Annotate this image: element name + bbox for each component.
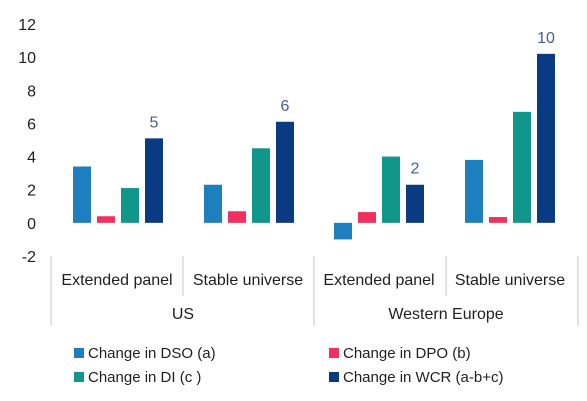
bar (358, 212, 376, 223)
y-tick-label: 12 (18, 17, 36, 34)
bar (537, 53, 555, 223)
legend-swatch (329, 372, 339, 382)
y-tick-label: 2 (27, 183, 36, 200)
bar (228, 211, 246, 223)
data-labels: 5 6 2 10 (150, 30, 555, 178)
legend-label: Change in DSO (a) (88, 345, 216, 362)
bar (204, 184, 222, 223)
y-tick-label: 8 (27, 83, 36, 100)
group-label: US (172, 306, 194, 323)
bar (276, 121, 294, 223)
bar (513, 111, 531, 223)
bar (145, 138, 163, 223)
category-label: Extended panel (323, 272, 434, 289)
x-axis: Extended panel Stable universe Extended pa… (50, 256, 579, 326)
y-tick-label: -2 (22, 249, 36, 266)
legend-label: Change in WCR (a-b+c) (343, 369, 503, 386)
group-label: Western Europe (388, 306, 503, 323)
category-label: Extended panel (61, 272, 172, 289)
bar (465, 159, 483, 223)
y-tick-label: 4 (27, 150, 36, 167)
category-label: Stable universe (193, 272, 303, 289)
bar (97, 216, 115, 223)
y-tick-label: 0 (27, 216, 36, 233)
bar (121, 188, 139, 223)
legend-label: Change in DPO (b) (343, 345, 471, 362)
legend-label: Change in DI (c ) (88, 369, 201, 386)
y-axis: 12 10 8 6 4 2 0 -2 (18, 17, 36, 266)
legend-swatch (74, 348, 84, 358)
data-label: 10 (537, 30, 555, 47)
legend-swatch (329, 348, 339, 358)
bars (73, 53, 555, 240)
data-label: 6 (281, 98, 290, 115)
bar (382, 156, 400, 223)
data-label: 5 (150, 114, 159, 131)
bar (252, 148, 270, 223)
bar (73, 166, 91, 223)
legend: Change in DSO (a) Change in DPO (b) Change… (74, 345, 503, 386)
legend-swatch (74, 372, 84, 382)
bar (406, 184, 424, 223)
y-tick-label: 10 (18, 50, 36, 67)
bar (489, 217, 507, 223)
y-tick-label: 6 (27, 116, 36, 133)
bar (334, 222, 352, 240)
data-label: 2 (411, 161, 420, 178)
category-label: Stable universe (455, 272, 565, 289)
